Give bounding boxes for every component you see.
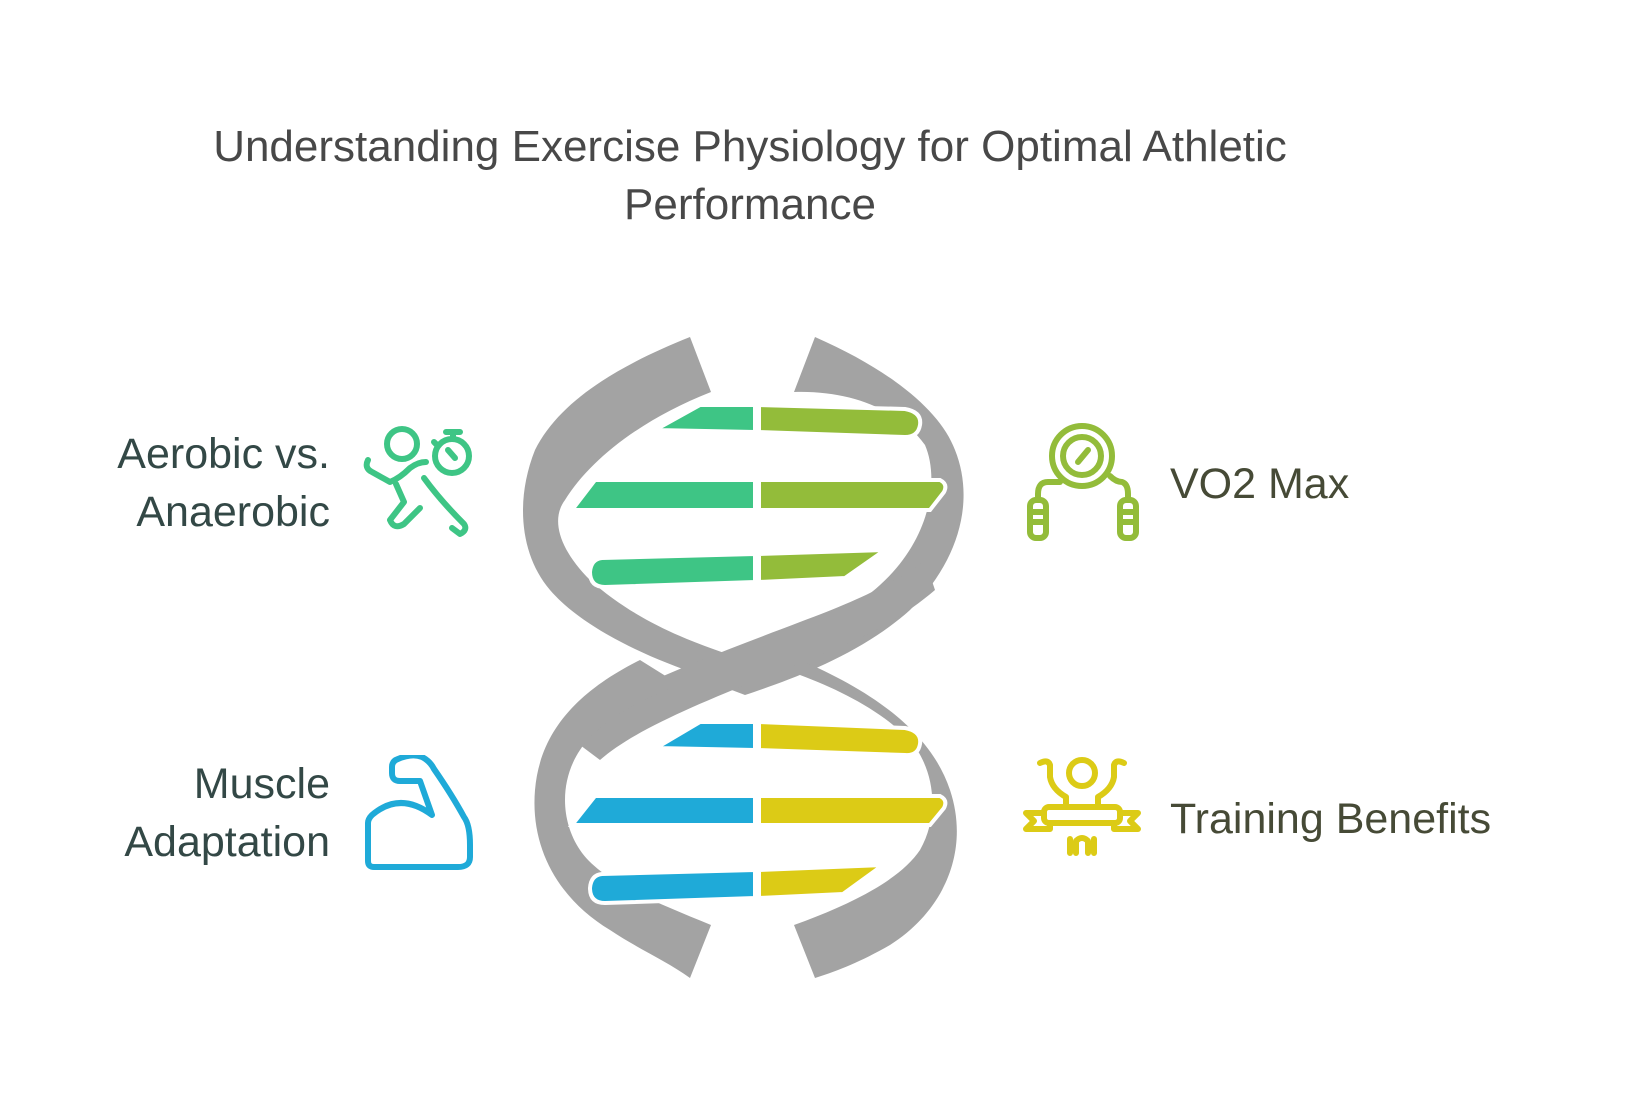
- gauge-jump-rope-icon: [1027, 423, 1139, 541]
- item-label-training-benefits: Training Benefits: [1170, 790, 1590, 848]
- title-line-1: Understanding Exercise Physiology for Op…: [213, 122, 1287, 171]
- item-label-aerobic-anaerobic: Aerobic vs. Anaerobic: [60, 425, 330, 541]
- item-label-vo2-max: VO2 Max: [1170, 455, 1570, 513]
- winner-ribbon-icon: [1023, 757, 1141, 856]
- label-line-1: Training Benefits: [1170, 795, 1492, 843]
- label-line-1: Aerobic vs.: [117, 430, 330, 478]
- label-line-2: Adaptation: [124, 818, 330, 866]
- rungs-bottom: [567, 719, 948, 906]
- label-line-1: Muscle: [193, 760, 330, 808]
- item-label-muscle-adaptation: Muscle Adaptation: [60, 755, 330, 871]
- label-line-1: VO2 Max: [1170, 460, 1350, 508]
- runner-stopwatch-icon: [363, 426, 472, 537]
- rungs-top: [567, 402, 948, 590]
- diagram-title: Understanding Exercise Physiology for Op…: [0, 118, 1500, 234]
- flexed-bicep-icon: [365, 755, 473, 870]
- label-line-2: Anaerobic: [136, 488, 330, 536]
- title-line-2: Performance: [624, 180, 876, 229]
